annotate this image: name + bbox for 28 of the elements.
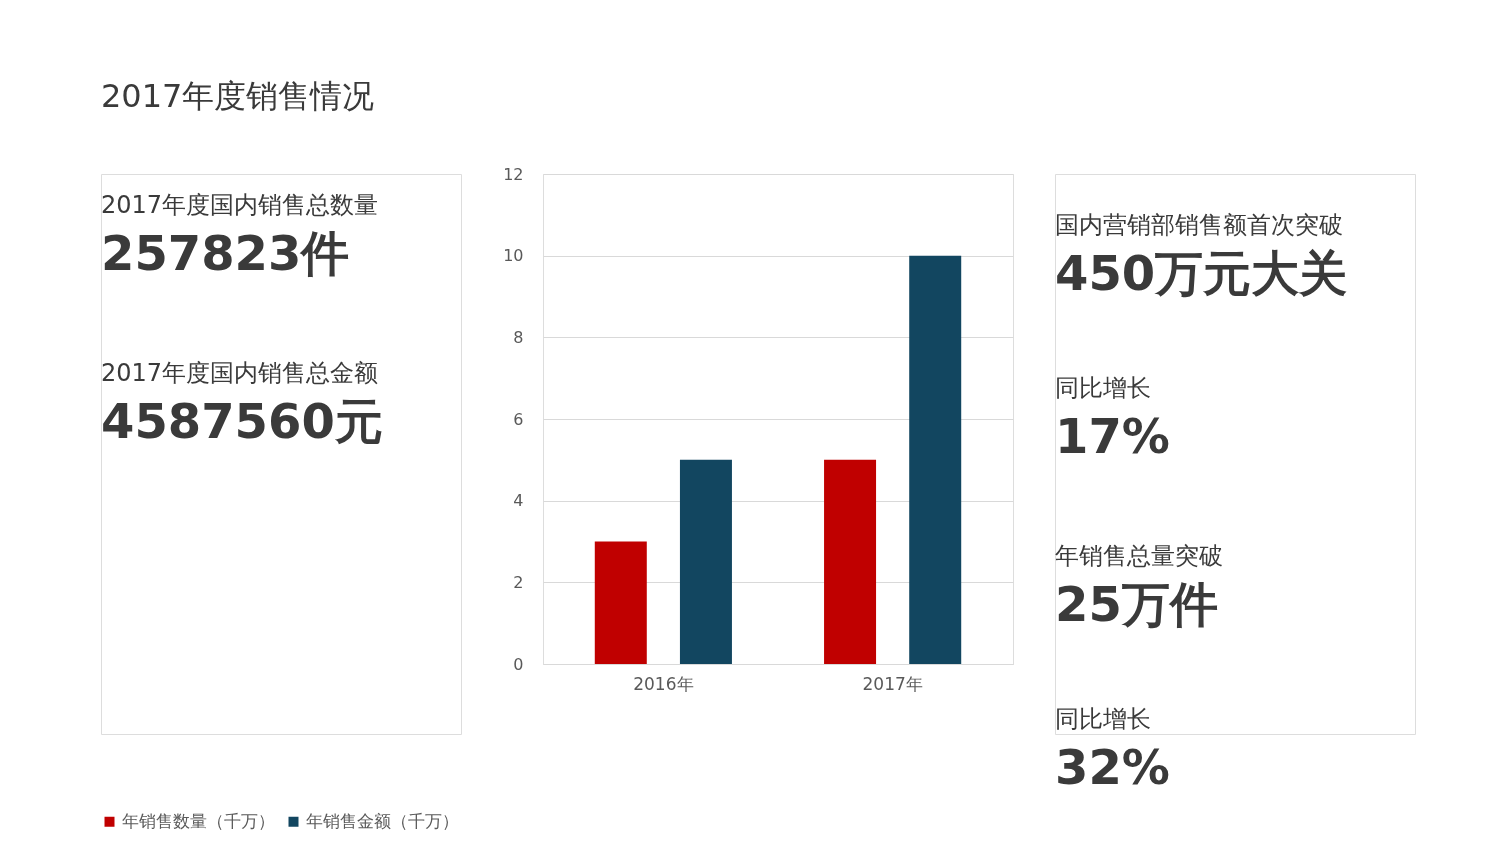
text: 450万元大关: [1055, 245, 1348, 301]
legend-label: 年销售金额（千万）: [306, 810, 459, 831]
text: 257823件: [101, 225, 350, 281]
y-tick-label: 0: [513, 654, 524, 674]
x-tick-label: 2016年: [633, 673, 694, 694]
y-tick-label: 6: [513, 409, 524, 429]
legend-label: 年销售数量（千万）: [122, 810, 275, 831]
y-tick-label: 2: [513, 572, 524, 592]
text: 17%: [1055, 408, 1170, 464]
bar: [824, 459, 877, 664]
y-tick-label: 8: [513, 327, 524, 347]
text: 2017年度国内销售总数量: [101, 191, 379, 219]
text: 年销售总量突破: [1055, 542, 1223, 570]
text: 国内营销部销售额首次突破: [1055, 211, 1343, 239]
text: 同比增长: [1055, 374, 1151, 402]
text: 同比增长: [1055, 705, 1151, 733]
bar: [594, 541, 647, 664]
text: 2017年度销售情况: [101, 77, 375, 115]
y-tick-label: 10: [503, 246, 524, 266]
text: 32%: [1055, 739, 1170, 795]
bar: [679, 459, 732, 664]
x-tick-label: 2017年: [862, 673, 923, 694]
text: 4587560元: [101, 393, 383, 449]
bar: [909, 255, 962, 664]
text: 2017年度国内销售总金额: [101, 359, 379, 387]
y-tick-label: 12: [503, 164, 524, 184]
y-tick-label: 4: [513, 491, 524, 511]
text: 25万件: [1055, 576, 1218, 632]
